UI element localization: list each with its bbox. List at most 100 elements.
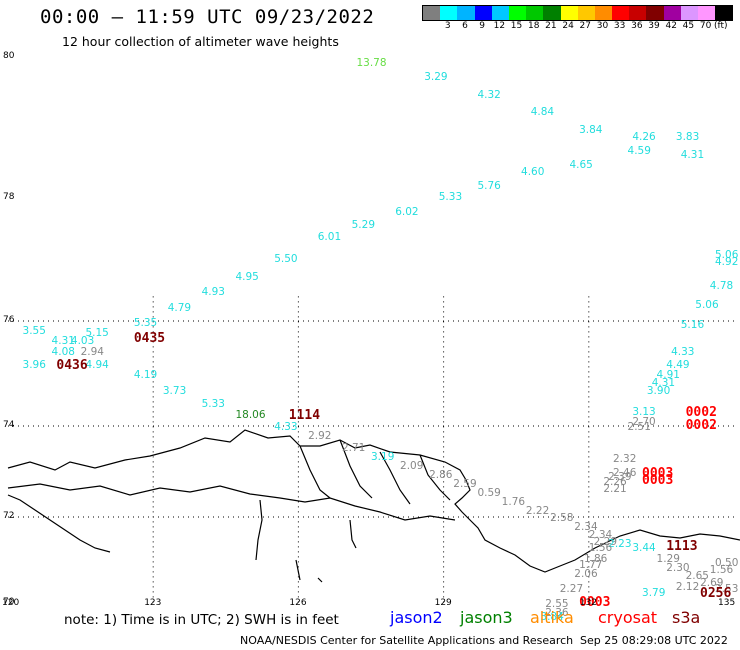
wave-height-label: 5.06 — [715, 249, 739, 262]
lat-axis-label: 72 — [3, 511, 15, 521]
satellite-name-s3a: s3a — [672, 608, 701, 627]
lat-axis-label: 80 — [3, 51, 15, 61]
pass-time-tag: 0003 — [642, 472, 674, 488]
legend-label: 45 — [682, 21, 695, 31]
satellite-name-cryosat: cryosat — [598, 608, 658, 627]
legend-swatch — [560, 6, 578, 20]
legend-label: 9 — [479, 21, 486, 31]
wave-height-label: 2.09 — [400, 459, 424, 472]
coastline-west — [7, 494, 111, 553]
wave-height-label: 2.69 — [700, 576, 724, 589]
wave-height-label: 1.86 — [583, 553, 608, 565]
color-legend-bar — [422, 5, 734, 21]
color-legend-labels: 3 6 9 12 15 18 21 24 27 30 33 36 39 42 45 70 — [422, 21, 714, 31]
wave-height-label: 2.29 — [593, 535, 618, 548]
wave-height-label: 2.36 — [545, 606, 569, 619]
legend-label: 15 — [510, 21, 523, 31]
wave-height-label: 4.94 — [85, 358, 109, 371]
satellite-name-jason2: jason2 — [390, 608, 443, 627]
wave-height-label: 1.56 — [709, 563, 734, 576]
wave-height-label: 2.65 — [685, 570, 709, 583]
legend-swatch — [543, 6, 561, 20]
wave-height-label: 5.15 — [85, 327, 109, 340]
legend-swatch — [474, 6, 492, 20]
legend-label: 42 — [665, 21, 677, 31]
wave-height-label: 2.22 — [525, 505, 550, 518]
legend-swatch — [577, 6, 595, 20]
legend-swatch — [508, 6, 527, 20]
wave-height-label: 2.55 — [545, 598, 569, 611]
wave-height-label: 3.73 — [162, 384, 187, 397]
wave-height-label: 4.33 — [671, 345, 695, 358]
wave-height-label: 4.08 — [51, 345, 75, 358]
wave-height-label: 4.79 — [167, 301, 192, 314]
coastline-main — [7, 429, 740, 573]
wave-height-label: 0.50 — [715, 557, 739, 570]
legend-swatch — [612, 6, 630, 20]
wave-height-label: 4.03 — [70, 335, 95, 347]
legend-label: 70 — [699, 21, 712, 31]
legend-label: 36 — [631, 21, 643, 31]
wave-height-label: 4.31 — [651, 377, 676, 389]
legend-swatch — [594, 6, 613, 20]
wave-height-label: 18.06 — [235, 408, 266, 421]
legend-swatch — [663, 6, 681, 20]
pass-time-tag: 0436 — [56, 357, 88, 373]
wave-height-label: 1.56 — [588, 542, 613, 555]
legend-label: 12 — [493, 21, 506, 31]
wave-height-label: 2.26 — [603, 475, 627, 488]
wave-height-label: 2.46 — [613, 466, 637, 479]
wave-height-label: 2.34 — [574, 520, 598, 533]
legend-label: 30 — [596, 21, 609, 31]
legend-label: 6 — [462, 21, 468, 31]
wave-height-label: 2.51 — [627, 421, 651, 434]
satellite-name-altika: altika — [530, 608, 574, 627]
wave-height-label: 4.60 — [521, 166, 545, 179]
wave-height-label: 5.35 — [133, 316, 158, 329]
wave-height-label: 4.92 — [715, 255, 739, 268]
wave-height-label: 5.29 — [351, 218, 376, 231]
lat-axis-label: 76 — [3, 315, 15, 325]
page-title: 00:00 – 11:59 UTC 09/23/2022 — [40, 6, 375, 28]
wave-height-label: 3.83 — [675, 131, 700, 144]
page-subtitle: 12 hour collection of altimeter wave hei… — [62, 34, 339, 49]
wave-height-label: 4.32 — [477, 88, 501, 101]
lon-axis-label: 135 — [718, 598, 736, 608]
wave-height-label: 2.06 — [574, 568, 598, 581]
lon-axis-label: 129 — [434, 598, 452, 608]
wave-height-label: 3.79 — [642, 587, 666, 600]
wave-height-label: 2.12 — [675, 580, 700, 593]
wave-height-label: 1.77 — [579, 559, 603, 572]
legend-label: 39 — [648, 21, 660, 31]
wave-height-label: 2.27 — [559, 583, 584, 596]
wave-height-label: 3.13 — [632, 405, 656, 418]
wave-height-label: 2.59 — [453, 478, 477, 491]
legend-label: 21 — [545, 21, 557, 31]
wave-height-label: 3.96 — [22, 358, 46, 371]
wave-height-label: 3.55 — [22, 324, 46, 337]
legend-swatch — [457, 6, 475, 20]
legend-unit-label: (ft) — [714, 21, 728, 31]
wave-height-label: 4.26 — [632, 131, 656, 144]
wave-height-label: 5.50 — [274, 252, 298, 265]
legend-label: 27 — [579, 21, 591, 31]
lat-axis-label: 74 — [3, 420, 15, 430]
wave-height-label: 4.93 — [201, 286, 225, 299]
wave-height-label: 3.29 — [424, 71, 448, 84]
legend-swatch — [629, 6, 647, 20]
lon-axis-label: 126 — [289, 598, 307, 608]
wave-height-label: 4.59 — [627, 145, 651, 158]
lon-axis-label: 120 — [2, 598, 20, 608]
wave-height-label: 0.59 — [477, 487, 501, 500]
wave-height-label: 2.30 — [666, 561, 690, 574]
wave-height-label: 3.90 — [646, 384, 671, 397]
coastline — [7, 429, 740, 583]
wave-height-label: 5.76 — [477, 180, 501, 193]
wave-height-label: 5.33 — [201, 398, 225, 410]
pass-time-tag: 0435 — [133, 331, 166, 347]
wave-height-label: 6.01 — [317, 230, 342, 243]
pass-time-tag: 0002 — [685, 418, 717, 433]
wave-height-label: 5.16 — [680, 319, 705, 332]
